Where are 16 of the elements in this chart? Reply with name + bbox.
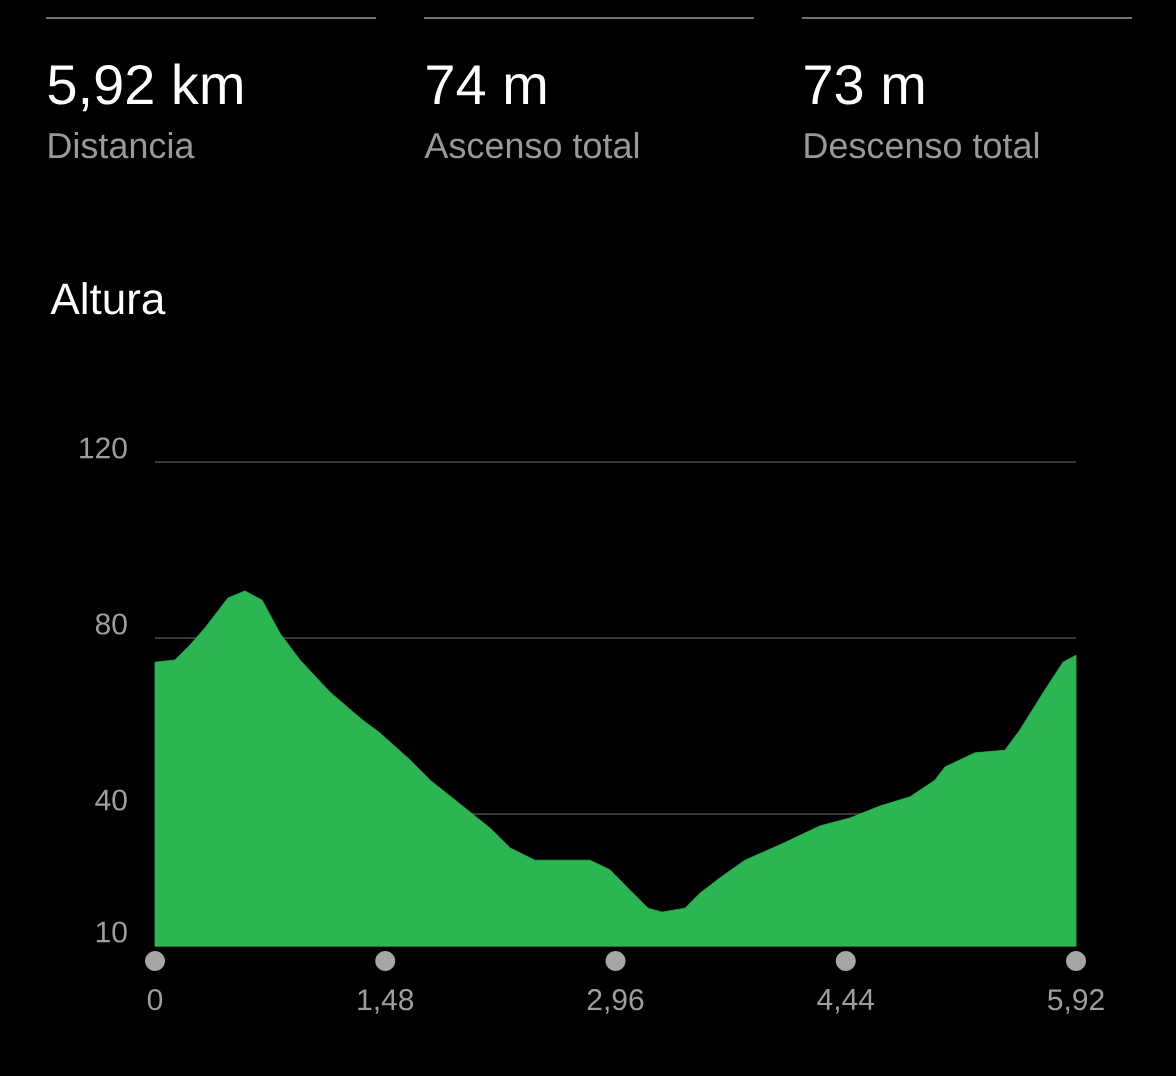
text: 74 m <box>427 65 546 104</box>
text: 73 m <box>805 64 924 105</box>
chart-title: Altura <box>50 282 166 315</box>
y-tick-label: 10 <box>96 921 127 943</box>
y-tick-label: 80 <box>95 613 127 635</box>
text: Descenso total <box>805 131 1039 159</box>
text: Ascenso total <box>424 131 639 159</box>
x-tick-label: 0 <box>147 989 163 1011</box>
x-tick-label: 4,44 <box>817 989 875 1014</box>
x-tick-label: 2,96 <box>587 989 644 1014</box>
x-tick-label: 5,92 <box>1048 989 1104 1014</box>
y-tick-label: 40 <box>95 789 127 811</box>
y-tick-label: 120 <box>80 437 127 459</box>
text: 5,92 km <box>48 63 242 112</box>
x-tick-label: 1,48 <box>358 989 414 1014</box>
text: Distancia <box>49 131 195 159</box>
